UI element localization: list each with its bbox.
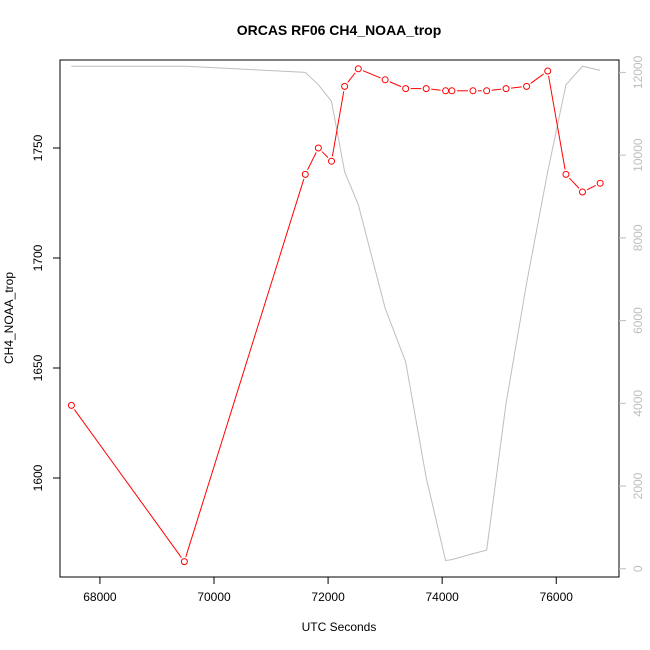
- series-line: [71, 65, 601, 562]
- y-right-tick-label: 12000: [631, 55, 645, 89]
- series-segment: [530, 73, 544, 84]
- ch4-series: [67, 65, 604, 566]
- x-tick-label: 74000: [425, 590, 459, 604]
- data-point: [341, 82, 349, 90]
- y-tick-label: 1750: [31, 134, 45, 161]
- data-point: [314, 144, 322, 152]
- series-segment: [331, 91, 345, 157]
- right-y-axis: 0 2000 4000 6000 8000 10000 12000: [619, 55, 645, 572]
- x-tick-label: 76000: [540, 590, 574, 604]
- data-point: [523, 82, 531, 90]
- data-point: [578, 188, 586, 196]
- series-segment: [307, 152, 317, 171]
- y-tick-label: 1700: [31, 244, 45, 271]
- y-tick-label: 1650: [31, 354, 45, 381]
- plot-area-frame: [59, 59, 620, 578]
- series-segment: [491, 88, 502, 91]
- data-point: [448, 87, 456, 95]
- y-right-tick-label: 2000: [631, 472, 645, 499]
- y-right-tick-label: 6000: [631, 307, 645, 334]
- data-point: [328, 157, 336, 165]
- data-point: [469, 87, 477, 95]
- x-tick-label: 70000: [197, 590, 231, 604]
- y-right-tick-label: 4000: [631, 390, 645, 417]
- series-segment: [548, 75, 566, 170]
- x-tick-label: 68000: [83, 590, 117, 604]
- data-point: [562, 170, 570, 178]
- series-segment: [73, 409, 182, 558]
- left-y-axis: 1600 1650 1700 1750: [31, 134, 60, 491]
- x-axis: 68000 70000 72000 74000 76000: [83, 577, 573, 604]
- data-point: [502, 85, 510, 93]
- data-point: [301, 170, 309, 178]
- data-point: [354, 65, 362, 73]
- data-point: [402, 85, 410, 93]
- y-right-tick-label: 0: [631, 565, 645, 572]
- y-tick-label: 1600: [31, 464, 45, 491]
- data-point: [544, 67, 552, 75]
- series-segment: [389, 81, 402, 88]
- altitude-series: [71, 65, 601, 562]
- series-layer: [67, 65, 604, 566]
- x-axis-label: UTC Seconds: [302, 620, 377, 634]
- series-segment: [185, 179, 305, 557]
- x-tick-label: 72000: [311, 590, 345, 604]
- series-segment: [510, 86, 522, 89]
- series-segment: [321, 151, 329, 159]
- data-point: [381, 76, 389, 84]
- data-point: [442, 87, 450, 95]
- data-point: [596, 179, 604, 187]
- series-segment: [586, 184, 596, 191]
- series-segment: [362, 70, 381, 79]
- y-axis-label: CH4_NOAA_trop: [2, 272, 16, 364]
- data-point: [483, 87, 491, 95]
- data-point: [180, 558, 188, 566]
- series-segment: [569, 177, 580, 189]
- y-right-tick-label: 10000: [631, 138, 645, 172]
- series-segment: [347, 72, 356, 83]
- data-point: [422, 85, 430, 93]
- series-segment: [431, 88, 441, 91]
- chart-title: ORCAS RF06 CH4_NOAA_trop: [237, 22, 442, 38]
- data-point: [67, 401, 75, 409]
- y-right-tick-label: 8000: [631, 224, 645, 251]
